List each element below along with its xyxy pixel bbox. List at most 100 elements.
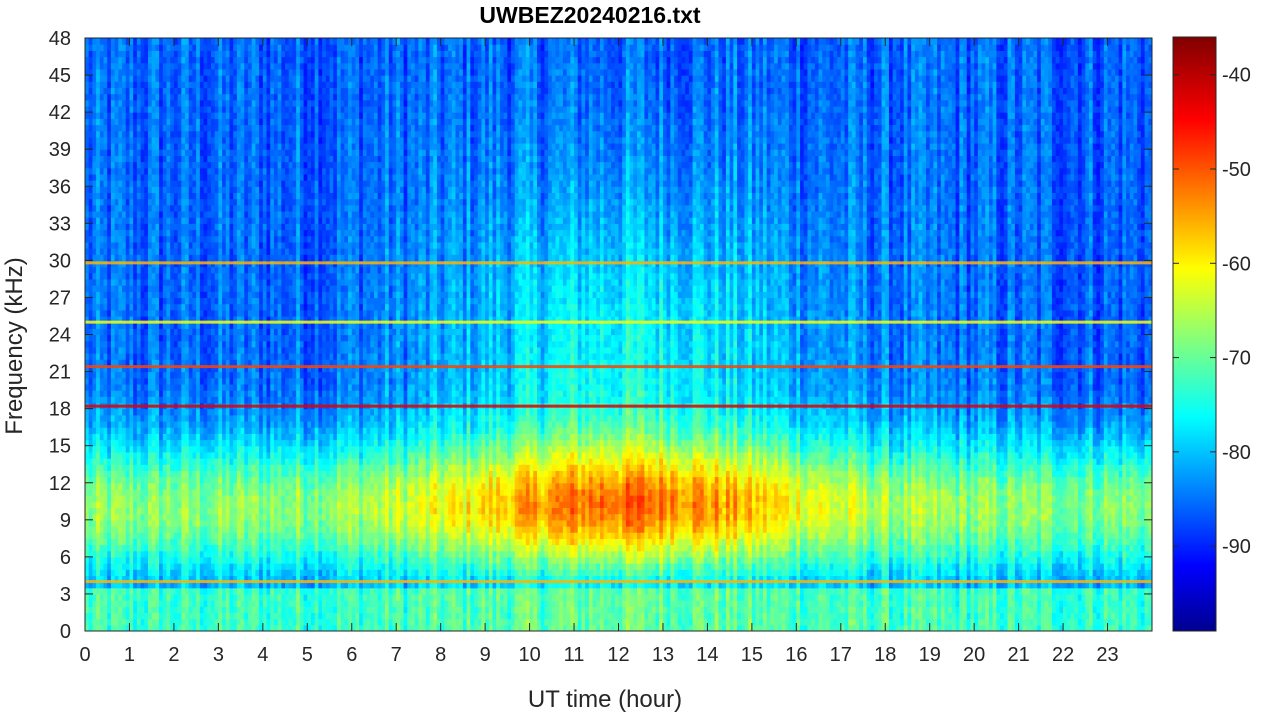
- heatmap-cell: [167, 532, 171, 539]
- heatmap-cell: [167, 452, 171, 459]
- heatmap-cell: [89, 199, 93, 206]
- heatmap-cell: [174, 192, 178, 199]
- heatmap-cell: [100, 248, 104, 255]
- heatmap-cell: [129, 180, 133, 187]
- heatmap-cell: [170, 124, 174, 131]
- heatmap-cell: [155, 242, 159, 249]
- heatmap-cell: [122, 378, 126, 385]
- heatmap-cell: [148, 63, 152, 70]
- heatmap-cell: [118, 415, 122, 422]
- heatmap-cell: [111, 489, 115, 496]
- heatmap-cell: [167, 372, 171, 379]
- heatmap-cell: [170, 588, 174, 595]
- heatmap-cell: [159, 390, 163, 397]
- heatmap-cell: [141, 273, 145, 280]
- heatmap-cell: [129, 137, 133, 144]
- heatmap-cell: [163, 75, 167, 82]
- heatmap-cell: [129, 532, 133, 539]
- heatmap-cell: [170, 390, 174, 397]
- heatmap-cell: [148, 458, 152, 465]
- heatmap-cell: [104, 310, 108, 317]
- heatmap-cell: [144, 532, 148, 539]
- heatmap-cell: [155, 452, 159, 459]
- heatmap-cell: [126, 236, 130, 243]
- heatmap-cell: [163, 600, 167, 607]
- heatmap-cell: [144, 372, 148, 379]
- heatmap-cell: [148, 600, 152, 607]
- heatmap-cell: [148, 507, 152, 514]
- heatmap-cell: [148, 267, 152, 274]
- heatmap-cell: [133, 137, 137, 144]
- heatmap-cell: [155, 335, 159, 342]
- heatmap-cell: [174, 501, 178, 508]
- heatmap-cell: [122, 81, 126, 88]
- heatmap-cell: [122, 545, 126, 552]
- heatmap-cell: [163, 489, 167, 496]
- heatmap-cell: [118, 427, 122, 434]
- heatmap-cell: [118, 545, 122, 552]
- heatmap-cell: [122, 359, 126, 366]
- heatmap-cell: [122, 124, 126, 131]
- heatmap-cell: [133, 452, 137, 459]
- heatmap-cell: [115, 372, 119, 379]
- heatmap-cell: [163, 507, 167, 514]
- heatmap-cell: [167, 335, 171, 342]
- heatmap-cell: [141, 118, 145, 125]
- heatmap-cell: [129, 100, 133, 107]
- heatmap-cell: [159, 520, 163, 527]
- heatmap-cell: [111, 563, 115, 570]
- heatmap-cell: [96, 328, 100, 335]
- heatmap-cell: [100, 440, 104, 447]
- heatmap-cell: [115, 538, 119, 545]
- heatmap-cell: [170, 131, 174, 138]
- heatmap-cell: [111, 291, 115, 298]
- heatmap-cell: [115, 427, 119, 434]
- heatmap-cell: [104, 452, 108, 459]
- heatmap-cell: [163, 155, 167, 162]
- heatmap-cell: [174, 495, 178, 502]
- heatmap-cell: [148, 112, 152, 119]
- heatmap-cell: [148, 433, 152, 440]
- heatmap-cell: [148, 520, 152, 527]
- heatmap-cell: [137, 396, 141, 403]
- heatmap-cell: [133, 248, 137, 255]
- heatmap-cell: [170, 353, 174, 360]
- heatmap-cell: [152, 409, 156, 416]
- heatmap-cell: [152, 464, 156, 471]
- heatmap-cell: [129, 501, 133, 508]
- heatmap-cell: [159, 63, 163, 70]
- heatmap-cell: [178, 606, 182, 613]
- heatmap-cell: [155, 372, 159, 379]
- heatmap-cell: [100, 477, 104, 484]
- heatmap-cell: [141, 50, 145, 57]
- heatmap-cell: [163, 538, 167, 545]
- heatmap-cell: [159, 192, 163, 199]
- heatmap-cell: [111, 267, 115, 274]
- heatmap-cell: [144, 186, 148, 193]
- heatmap-cell: [148, 229, 152, 236]
- heatmap-cell: [100, 532, 104, 539]
- heatmap-cell: [133, 526, 137, 533]
- heatmap-cell: [126, 538, 130, 545]
- heatmap-cell: [107, 205, 111, 212]
- heatmap-cell: [170, 452, 174, 459]
- heatmap-cell: [89, 162, 93, 169]
- heatmap-cell: [174, 100, 178, 107]
- heatmap-cell: [115, 433, 119, 440]
- heatmap-cell: [178, 347, 182, 354]
- heatmap-cell: [92, 538, 96, 545]
- heatmap-cell: [122, 57, 126, 64]
- heatmap-cell: [107, 94, 111, 101]
- heatmap-cell: [170, 192, 174, 199]
- heatmap-cell: [133, 205, 137, 212]
- heatmap-cell: [85, 427, 89, 434]
- heatmap-cell: [137, 118, 141, 125]
- heatmap-cell: [107, 199, 111, 206]
- heatmap-cell: [144, 180, 148, 187]
- heatmap-cell: [85, 118, 89, 125]
- heatmap-cell: [141, 205, 145, 212]
- heatmap-cell: [159, 124, 163, 131]
- heatmap-cell: [92, 483, 96, 490]
- heatmap-cell: [85, 211, 89, 218]
- heatmap-cell: [129, 248, 133, 255]
